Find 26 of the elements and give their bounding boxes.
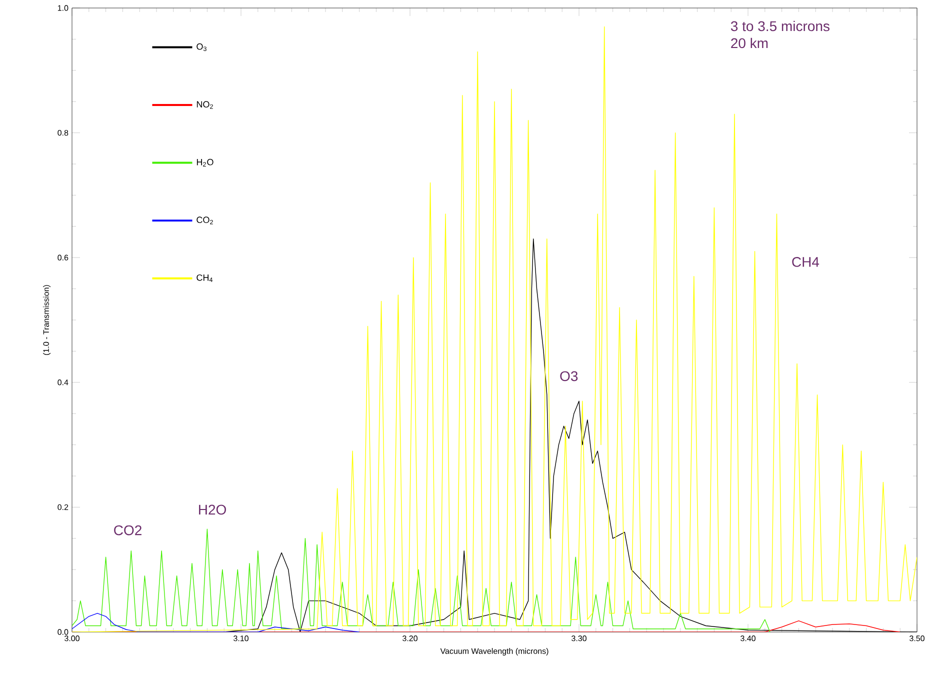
y-tick-label: 0.4 <box>58 380 68 386</box>
legend-label: CH$_{4}$ <box>196 274 213 282</box>
x-axis-title: Vacuum Wavelength (microns) <box>440 648 548 656</box>
legend-label: CO$_{2}$ <box>196 216 213 224</box>
annotation: CO2 <box>114 525 142 536</box>
x-tick-label: 3.50 <box>910 636 924 642</box>
legend-label: O$_{3}$ <box>196 43 206 52</box>
y-tick-label: 0.2 <box>58 504 68 510</box>
annotation: CH4 <box>792 257 820 267</box>
x-tick-label: 3.30 <box>572 636 586 642</box>
annotation: 3 to 3.5 microns <box>730 20 830 32</box>
y-tick-label: 1.0 <box>58 5 68 11</box>
line-series <box>72 612 360 632</box>
x-tick-label: 3.20 <box>402 636 418 642</box>
x-tick-label: 3.40 <box>740 636 756 642</box>
annotation: H2O <box>199 504 226 515</box>
annotation: O3 <box>560 371 578 382</box>
y-axis-title: (1.0 - Transmission) <box>43 285 51 355</box>
legend-label: NO$_{2}$ <box>196 101 213 109</box>
annotation: 20 km <box>731 38 768 48</box>
y-tick-label: 0.8 <box>58 130 68 136</box>
legend-label: H$_{2}$O <box>196 158 214 167</box>
y-tick-label: 0.0 <box>58 629 68 635</box>
y-tick-label: 0.6 <box>58 254 68 260</box>
x-tick-label: 3.00 <box>64 636 80 642</box>
x-tick-label: 3.10 <box>234 636 248 642</box>
